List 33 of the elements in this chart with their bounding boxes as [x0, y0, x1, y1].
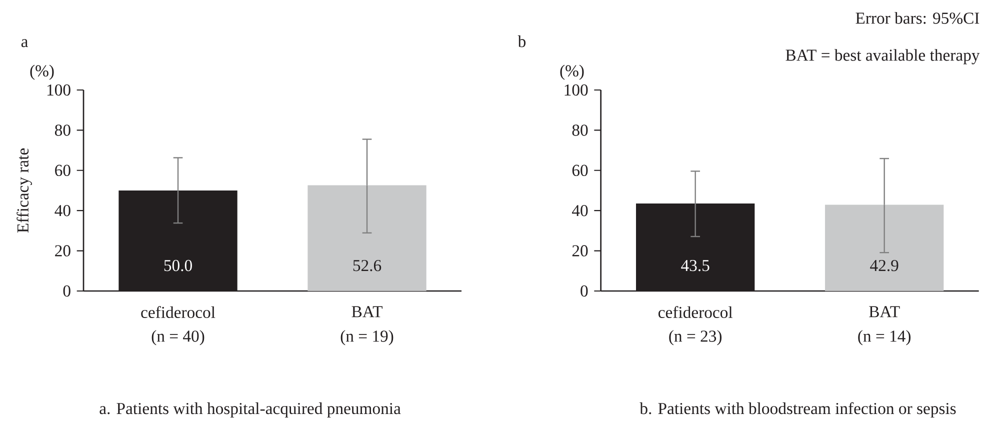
text: BAT = best available therapy: [786, 49, 980, 64]
y-tick-label: 100: [47, 84, 70, 96]
text: (%): [560, 64, 584, 80]
text: a. Patients with hospital-acquired pneumonia: [100, 402, 401, 418]
y-tick-label: 0: [63, 285, 70, 297]
y-tick-label: 0: [580, 285, 588, 297]
text: (%): [30, 64, 54, 80]
chart-title: a: [21, 39, 28, 48]
y-tick-label: 60: [572, 164, 588, 176]
y-tick-label: 20: [572, 245, 588, 256]
y-tick-label: 20: [55, 245, 70, 256]
x-tick-label: cefiderocol: [141, 306, 216, 318]
y-tick-label: 100: [564, 84, 588, 96]
text: (n = 19): [340, 330, 394, 346]
y-tick-label: 40: [572, 204, 588, 216]
y-tick-label: 80: [54, 124, 70, 136]
data-label: 50.0: [164, 260, 192, 272]
chart-title: b: [518, 35, 526, 48]
text: (n = 14): [858, 330, 911, 346]
data-label: 52.6: [353, 260, 382, 272]
text: Error bars: 95%CI: [856, 12, 980, 24]
x-tick-label: BAT: [352, 306, 382, 318]
y-tick-label: 80: [572, 124, 588, 136]
text: (n = 40): [152, 330, 204, 346]
x-tick-label: BAT: [869, 306, 900, 318]
y-tick-label: 60: [55, 164, 70, 176]
text: b. Patients with bloodstream infection or sepsis: [640, 402, 956, 418]
x-tick-label: cefiderocol: [658, 306, 732, 318]
text: (n = 23): [669, 330, 722, 346]
y-tick-label: 40: [54, 204, 70, 216]
y-axis-title: Efficacy rate: [16, 148, 32, 233]
data-label: 42.9: [870, 260, 898, 272]
data-label: 43.5: [681, 260, 710, 272]
